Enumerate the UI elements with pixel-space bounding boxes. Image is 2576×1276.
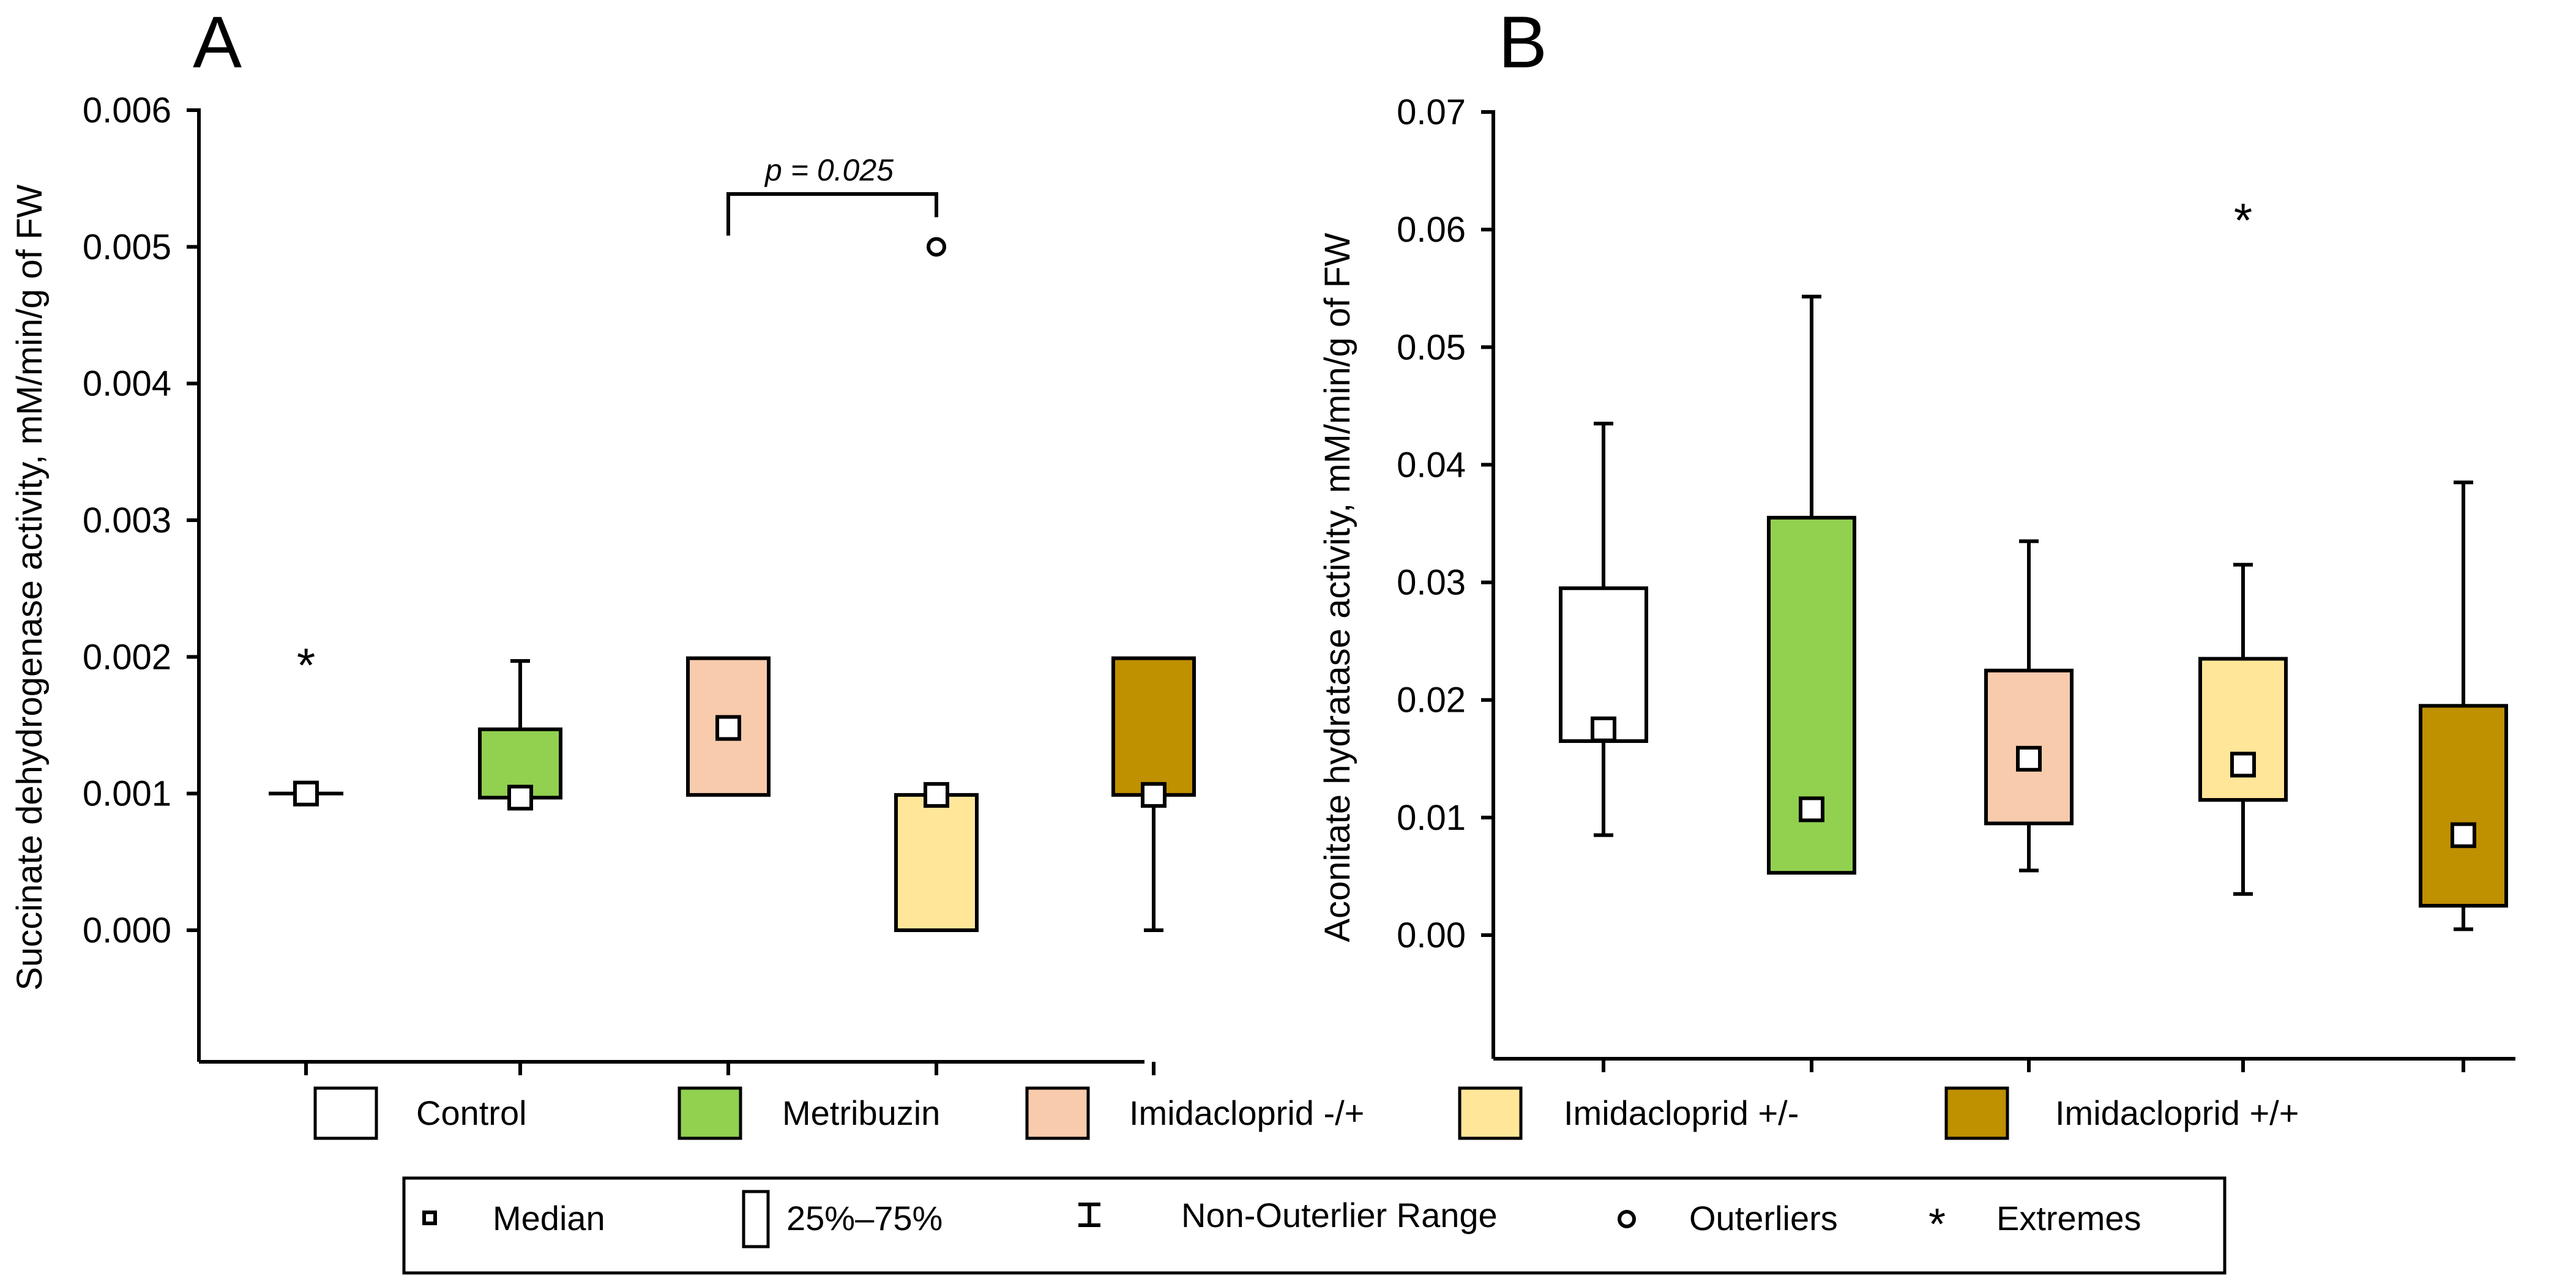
panel-a-significance-bracket bbox=[726, 192, 938, 236]
legend-swatch-metribuzin bbox=[678, 1086, 742, 1140]
stats-legend-frame bbox=[402, 1176, 2227, 1275]
panel-b-y-tick-label: 0.01 bbox=[1397, 798, 1466, 838]
panel-b-label: B bbox=[1498, 1, 1547, 83]
panel-b-plot: 0.00 0.01 0.02 0.03 0.04 0.05 0.06 0.07 * bbox=[1397, 92, 2515, 1072]
panel-a-median-marker bbox=[293, 780, 319, 807]
panel-a-y-tick-label: 0.000 bbox=[83, 911, 171, 950]
panel-a-outlier-marker bbox=[927, 237, 946, 257]
panel-a-ylabel: Succinate dehydrogenase activity, mM/min… bbox=[10, 184, 50, 991]
panel-a-extreme-marker: * bbox=[297, 638, 315, 692]
panel-a-y-tick-label: 0.002 bbox=[83, 637, 171, 677]
panel-b-median-marker bbox=[2016, 745, 2042, 772]
panel-a-median-marker bbox=[507, 785, 533, 811]
panel-b-y-tick-label: 0.03 bbox=[1397, 563, 1466, 603]
legend-label-imidacloprid-minus-plus: Imidacloprid -/+ bbox=[1129, 1094, 1364, 1132]
range-symbol-icon bbox=[1078, 1203, 1100, 1227]
panel-b-box bbox=[2198, 657, 2288, 802]
panel-a-y-tick-label: 0.006 bbox=[83, 91, 171, 130]
panel-b-box bbox=[2419, 704, 2508, 908]
panel-b-y-tick-label: 0.06 bbox=[1397, 210, 1466, 250]
legend-label-metribuzin: Metribuzin bbox=[782, 1094, 940, 1132]
panel-a-median-marker bbox=[715, 715, 741, 741]
panel-b-y-tick-label: 0.04 bbox=[1397, 445, 1466, 485]
legend-stat-range: Non-Outerlier Range bbox=[1181, 1196, 1498, 1234]
median-symbol-icon bbox=[422, 1211, 437, 1225]
legend-label-imidacloprid-plus-plus: Imidacloprid +/+ bbox=[2055, 1094, 2299, 1132]
panel-b-median-marker bbox=[2451, 822, 2476, 848]
panel-a-box bbox=[1111, 656, 1196, 797]
panel-b-y-tick-label: 0.07 bbox=[1397, 92, 1466, 132]
panel-a-y-tick-label: 0.005 bbox=[83, 227, 171, 267]
panel-a-median-marker bbox=[924, 782, 949, 808]
legend-stat-extremes: Extremes bbox=[1996, 1199, 2141, 1237]
panel-b-median-marker bbox=[2230, 752, 2256, 778]
panel-b-y-tick-label: 0.05 bbox=[1397, 327, 1466, 367]
group-legend: Control Metribuzin Imidacloprid -/+ Imid… bbox=[313, 1086, 2299, 1140]
legend-swatch-imidacloprid-minus-plus bbox=[1025, 1086, 1090, 1140]
outlier-symbol-icon bbox=[1618, 1210, 1636, 1228]
panel-b-median-marker bbox=[1799, 796, 1824, 823]
panel-a-median-marker bbox=[1141, 782, 1167, 808]
extreme-symbol-icon: * bbox=[1928, 1200, 1946, 1249]
panel-a-y-tick-label: 0.001 bbox=[83, 774, 171, 814]
panel-a-plot: 0.000 0.001 0.002 0.003 0.004 0.005 0.006 * bbox=[83, 91, 1196, 1075]
box-symbol-icon bbox=[742, 1190, 770, 1248]
legend-stat-outliers: Outerliers bbox=[1689, 1199, 1838, 1237]
legend-swatch-imidacloprid-plus-minus bbox=[1458, 1086, 1523, 1140]
legend-stat-box: 25%–75% bbox=[786, 1199, 943, 1237]
panel-b-y-tick-label: 0.02 bbox=[1397, 681, 1466, 720]
panel-b-ylabel: Aconitate hydratase activity, mM/min/g o… bbox=[1318, 233, 1357, 942]
legend-label-control: Control bbox=[416, 1094, 527, 1132]
panel-a-y-tick-label: 0.003 bbox=[83, 501, 171, 540]
panel-b-extreme-marker: * bbox=[2234, 193, 2252, 247]
legend-stat-median: Median bbox=[493, 1199, 605, 1237]
panel-a-y-tick-label: 0.004 bbox=[83, 364, 171, 404]
stats-legend: Median 25%–75% Non-Outerlier Range Outer… bbox=[402, 1176, 2227, 1275]
legend-label-imidacloprid-plus-minus: Imidacloprid +/- bbox=[1564, 1094, 1799, 1132]
panel-a-label: A bbox=[193, 1, 242, 83]
panel-a-pvalue: p = 0.025 bbox=[764, 153, 894, 187]
legend-swatch-control bbox=[313, 1086, 378, 1140]
legend-swatch-imidacloprid-plus-plus bbox=[1944, 1086, 2009, 1140]
panel-b-median-marker bbox=[1591, 716, 1616, 742]
panel-b-y-tick-label: 0.00 bbox=[1397, 916, 1466, 955]
panel-a-box bbox=[894, 793, 979, 933]
